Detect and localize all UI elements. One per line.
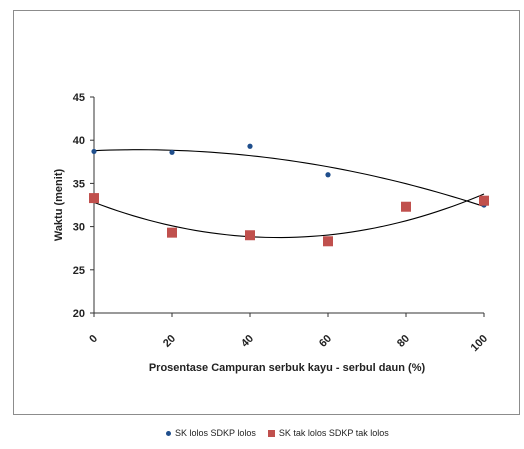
- y-tick-label: 20: [73, 308, 85, 320]
- legend-label-series-1: SK lolos SDKP lolos: [175, 428, 256, 438]
- data-point-series-2: [89, 193, 99, 204]
- trendlines: [93, 149, 485, 239]
- axes: [90, 96, 485, 317]
- y-axis-title: Waktu (menit): [53, 169, 65, 242]
- tick-labels: 20 25 30 35 40 45 0 20 40 60 80 100: [73, 92, 490, 354]
- x-axis-title: Prosentase Campuran serbuk kayu - serbul…: [149, 362, 426, 374]
- y-tick-label: 30: [73, 222, 85, 234]
- trendline-series-2: [93, 193, 485, 239]
- y-tick-label: 40: [73, 135, 85, 147]
- data-point-series-1: [91, 148, 97, 155]
- data-point-series-2: [479, 195, 489, 206]
- data-marks: [89, 143, 489, 247]
- y-tick-label: 45: [73, 92, 85, 104]
- x-tick-label: 60: [317, 333, 334, 350]
- legend: SK lolos SDKP lolos SK tak lolos SDKP ta…: [166, 428, 389, 438]
- data-point-series-2: [245, 230, 255, 241]
- legend-item-series-1: SK lolos SDKP lolos: [166, 428, 256, 438]
- data-point-series-2: [323, 236, 333, 247]
- x-tick-label: 100: [469, 333, 490, 354]
- x-tick-label: 40: [239, 333, 256, 350]
- legend-marker-circle-icon: [166, 430, 171, 436]
- x-tick-label: 20: [161, 333, 178, 350]
- data-point-series-2: [401, 201, 411, 212]
- data-point-series-1: [169, 149, 175, 155]
- legend-marker-square-icon: [267, 429, 275, 437]
- data-point-series-1: [325, 172, 331, 178]
- legend-label-series-2: SK tak lolos SDKP tak lolos: [278, 428, 389, 438]
- x-tick-label: 0: [87, 333, 100, 346]
- y-tick-label: 25: [73, 265, 85, 277]
- y-tick-label: 35: [73, 178, 85, 190]
- trendline-series-1: [93, 149, 485, 207]
- legend-item-series-2: SK tak lolos SDKP tak lolos: [267, 428, 389, 438]
- data-point-series-2: [167, 227, 177, 238]
- data-point-series-1: [247, 143, 253, 149]
- x-tick-label: 80: [395, 333, 412, 350]
